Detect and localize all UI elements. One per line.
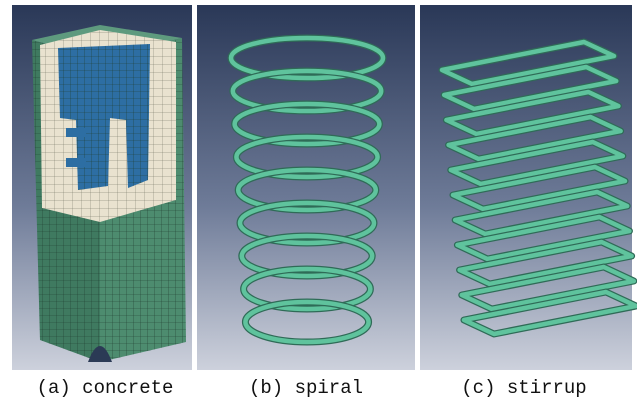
panel-stirrup-image: [420, 5, 636, 370]
caption: (c) stirrup: [461, 377, 586, 399]
caption: (b) spiral: [249, 377, 363, 399]
panel-spiral-image: [197, 5, 415, 370]
caption: (a) concrete: [37, 377, 174, 399]
figure: (a) concrete (b) spiral (c) stirrup: [0, 0, 637, 403]
panel-concrete-image: [12, 5, 192, 370]
